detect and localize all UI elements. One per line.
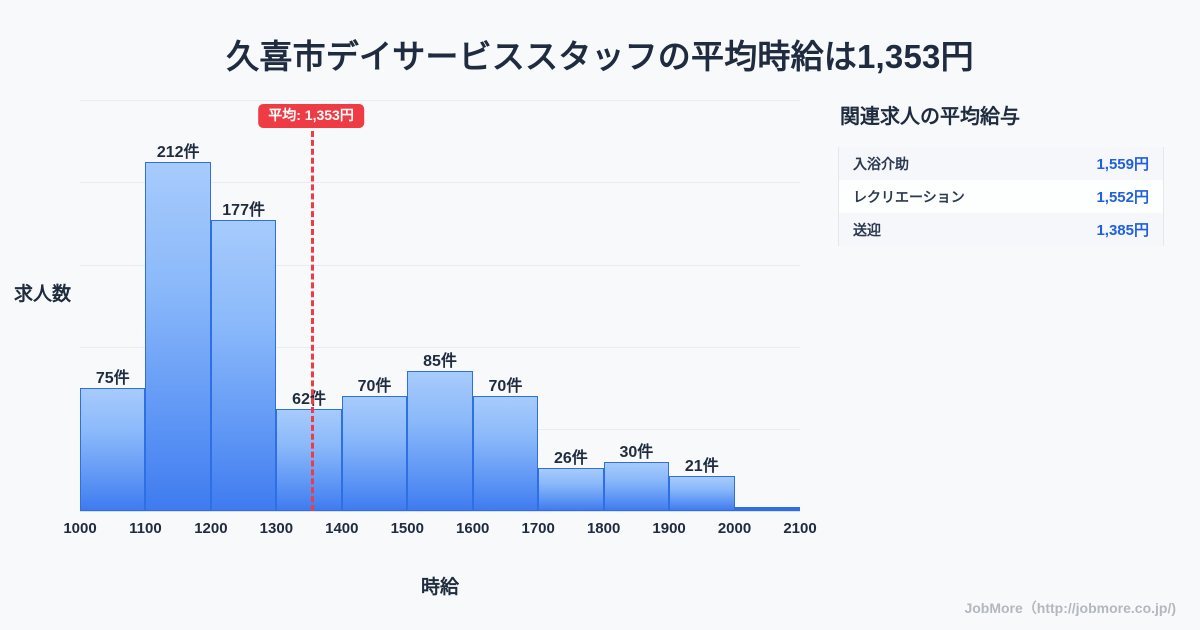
page-title: 久喜市デイサービススタッフの平均時給は1,353円 <box>226 38 974 75</box>
histogram-bar <box>734 507 800 511</box>
related-job-label: 入浴介助 <box>853 155 909 172</box>
gridline <box>80 100 800 101</box>
related-job-label: レクリエーション <box>853 188 965 205</box>
average-line <box>311 131 315 511</box>
bar-value-label: 75件 <box>95 369 130 387</box>
x-axis-tick-label: 1700 <box>521 520 555 537</box>
x-axis-tick-label: 2000 <box>717 520 752 537</box>
histogram-bar <box>145 162 211 511</box>
related-job-value: 1,385円 <box>1096 222 1149 239</box>
histogram-bar <box>276 409 342 511</box>
related-job-row: レクリエーション 1,552円 <box>839 180 1163 213</box>
bar-value-label: 177件 <box>222 202 265 219</box>
bar-value-label: 70件 <box>357 377 392 395</box>
related-jobs-panel: 関連求人の平均給与 入浴介助 1,559円レクリエーション 1,552円送迎 1,38… <box>838 100 1164 246</box>
bar-value-label: 212件 <box>156 144 200 162</box>
x-axis-tick-label: 1000 <box>63 520 97 537</box>
y-axis-title: 求人数 <box>14 284 72 305</box>
x-axis-line <box>80 511 800 512</box>
related-job-row: 送迎 1,385円 <box>839 213 1163 246</box>
histogram-bar <box>538 468 604 511</box>
x-axis-tick-label: 1300 <box>259 520 294 537</box>
related-jobs-title: 関連求人の平均給与 <box>840 106 1020 128</box>
bar-value-label: 26件 <box>553 450 588 468</box>
related-job-value: 1,559円 <box>1096 156 1149 173</box>
x-axis-tick-label: 1100 <box>129 520 162 537</box>
x-axis-tick-label: 1400 <box>325 520 359 537</box>
bar-value-label: 62件 <box>292 391 326 409</box>
x-axis-title: 時給 <box>420 577 459 598</box>
bar-value-label: 70件 <box>488 377 523 395</box>
watermark-footer: JobMore（http://jobmore.co.jp/) <box>964 600 1176 616</box>
x-axis-tick-label: 1500 <box>390 520 424 537</box>
related-job-label: 送迎 <box>853 221 881 238</box>
histogram-bar <box>669 476 735 511</box>
average-badge: 平均: 1,353円 <box>258 104 364 129</box>
related-jobs-table: 入浴介助 1,559円レクリエーション 1,552円送迎 1,385円 <box>838 147 1164 246</box>
histogram-bar <box>472 395 539 511</box>
x-axis-tick-label: 1900 <box>652 520 686 537</box>
related-job-row: 入浴介助 1,559円 <box>839 147 1163 180</box>
gridline <box>80 347 800 348</box>
histogram-chart: 75件 212件 177件 62件 70件 85件 70件 26件 30件 21件 1000 110… <box>14 100 817 598</box>
x-axis-tick-label: 1200 <box>194 520 228 537</box>
histogram-bar <box>210 220 277 511</box>
x-axis-tick-label: 1600 <box>456 520 490 537</box>
bar-value-label: 30件 <box>619 443 654 461</box>
x-axis-tick-label: 1800 <box>586 520 621 537</box>
related-job-value: 1,552円 <box>1096 189 1149 206</box>
histogram-bar <box>80 387 146 511</box>
bar-value-label: 21件 <box>684 458 719 476</box>
bar-value-label: 85件 <box>423 353 457 371</box>
gridline <box>80 182 800 183</box>
x-axis-tick-label: 2100 <box>783 520 817 537</box>
histogram-bar <box>407 371 473 511</box>
gridline <box>80 265 800 266</box>
histogram-bar <box>341 395 408 511</box>
histogram-bar <box>603 461 670 511</box>
plot-area: 75件 212件 177件 62件 70件 85件 70件 26件 30件 21件 <box>80 100 800 511</box>
